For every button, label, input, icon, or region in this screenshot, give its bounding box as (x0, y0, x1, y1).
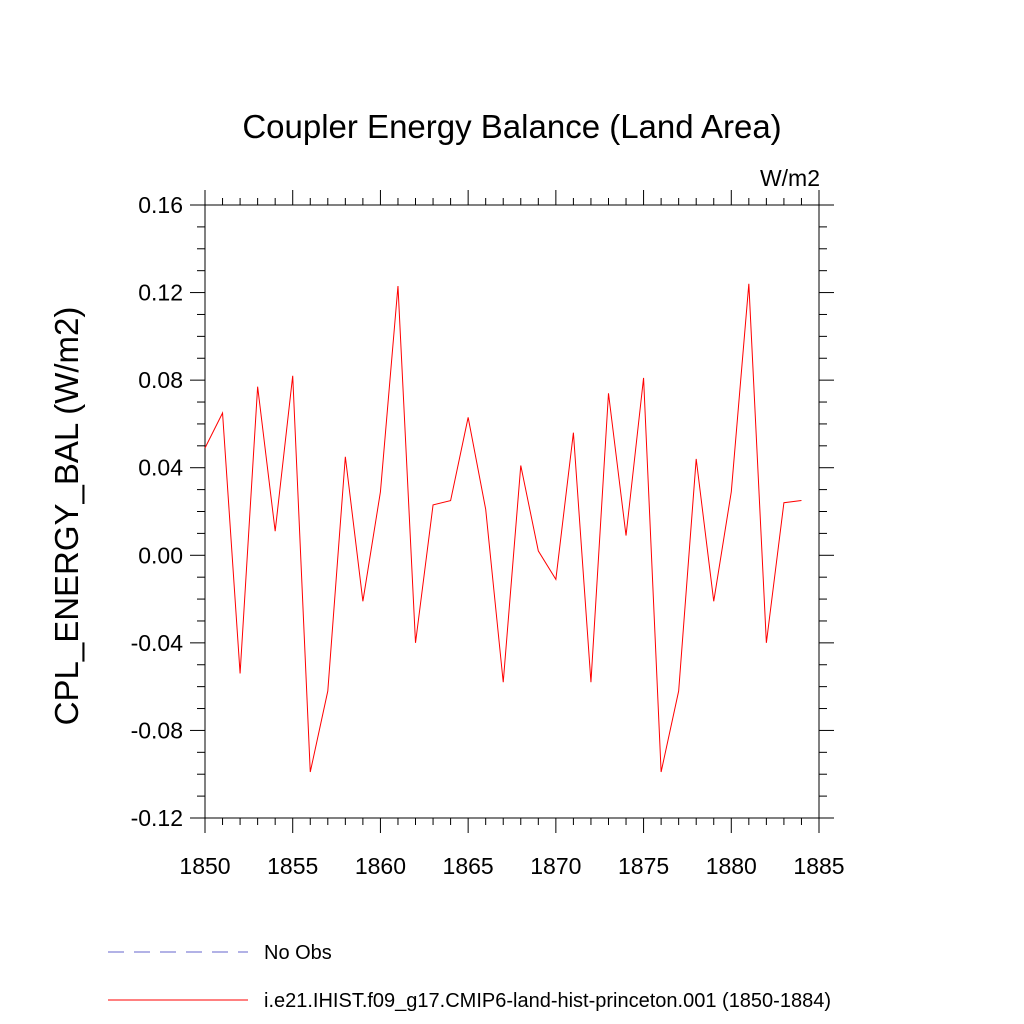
plot-area: -0.12 -0.08 -0.04 0.00 0.04 0.08 0.12 0.16 1850 1… (131, 190, 845, 879)
series-line (204, 283, 802, 773)
chart-title: Coupler Energy Balance (Land Area) (242, 108, 781, 145)
x-tick-label: 1870 (530, 853, 581, 879)
y-tick-label: 0.04 (138, 455, 183, 481)
x-tick-label: 1850 (179, 853, 230, 879)
legend-label: No Obs (264, 942, 332, 964)
legend-label: i.e21.IHIST.f09_g17.CMIP6-land-hist-prin… (264, 990, 831, 1012)
x-tick-label: 1855 (267, 853, 318, 879)
x-tick-label: 1860 (355, 853, 406, 879)
y-tick-label: -0.08 (131, 717, 183, 743)
y-tick-label: -0.04 (131, 630, 184, 656)
x-tick-label: 1880 (706, 853, 757, 879)
y-tick-label: -0.12 (131, 805, 183, 831)
x-tick-label: 1865 (443, 853, 494, 879)
legend: No Obs i.e21.IHIST.f09_g17.CMIP6-land-his… (108, 942, 831, 1012)
y-tick-label: 0.12 (138, 280, 183, 306)
y-axis-label: CPL_ENERGY_BAL (W/m2) (48, 307, 85, 726)
y-tick-label: 0.08 (138, 367, 183, 393)
units-label: W/m2 (760, 165, 820, 191)
x-tick-label: 1875 (618, 853, 669, 879)
y-tick-label: 0.16 (138, 192, 183, 218)
y-tick-label: 0.00 (138, 542, 183, 568)
plot-frame (204, 204, 820, 819)
x-tick-label: 1885 (793, 853, 844, 879)
